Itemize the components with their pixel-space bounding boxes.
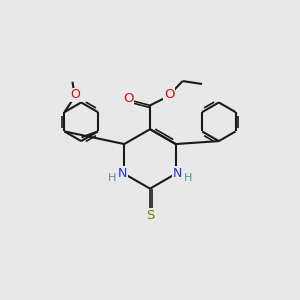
Text: N: N <box>118 167 128 180</box>
Text: N: N <box>172 167 182 180</box>
Text: H: H <box>108 173 116 183</box>
Text: O: O <box>70 88 80 101</box>
Text: O: O <box>123 92 134 105</box>
Text: O: O <box>164 88 175 100</box>
Text: S: S <box>146 209 154 222</box>
Text: H: H <box>184 173 192 183</box>
